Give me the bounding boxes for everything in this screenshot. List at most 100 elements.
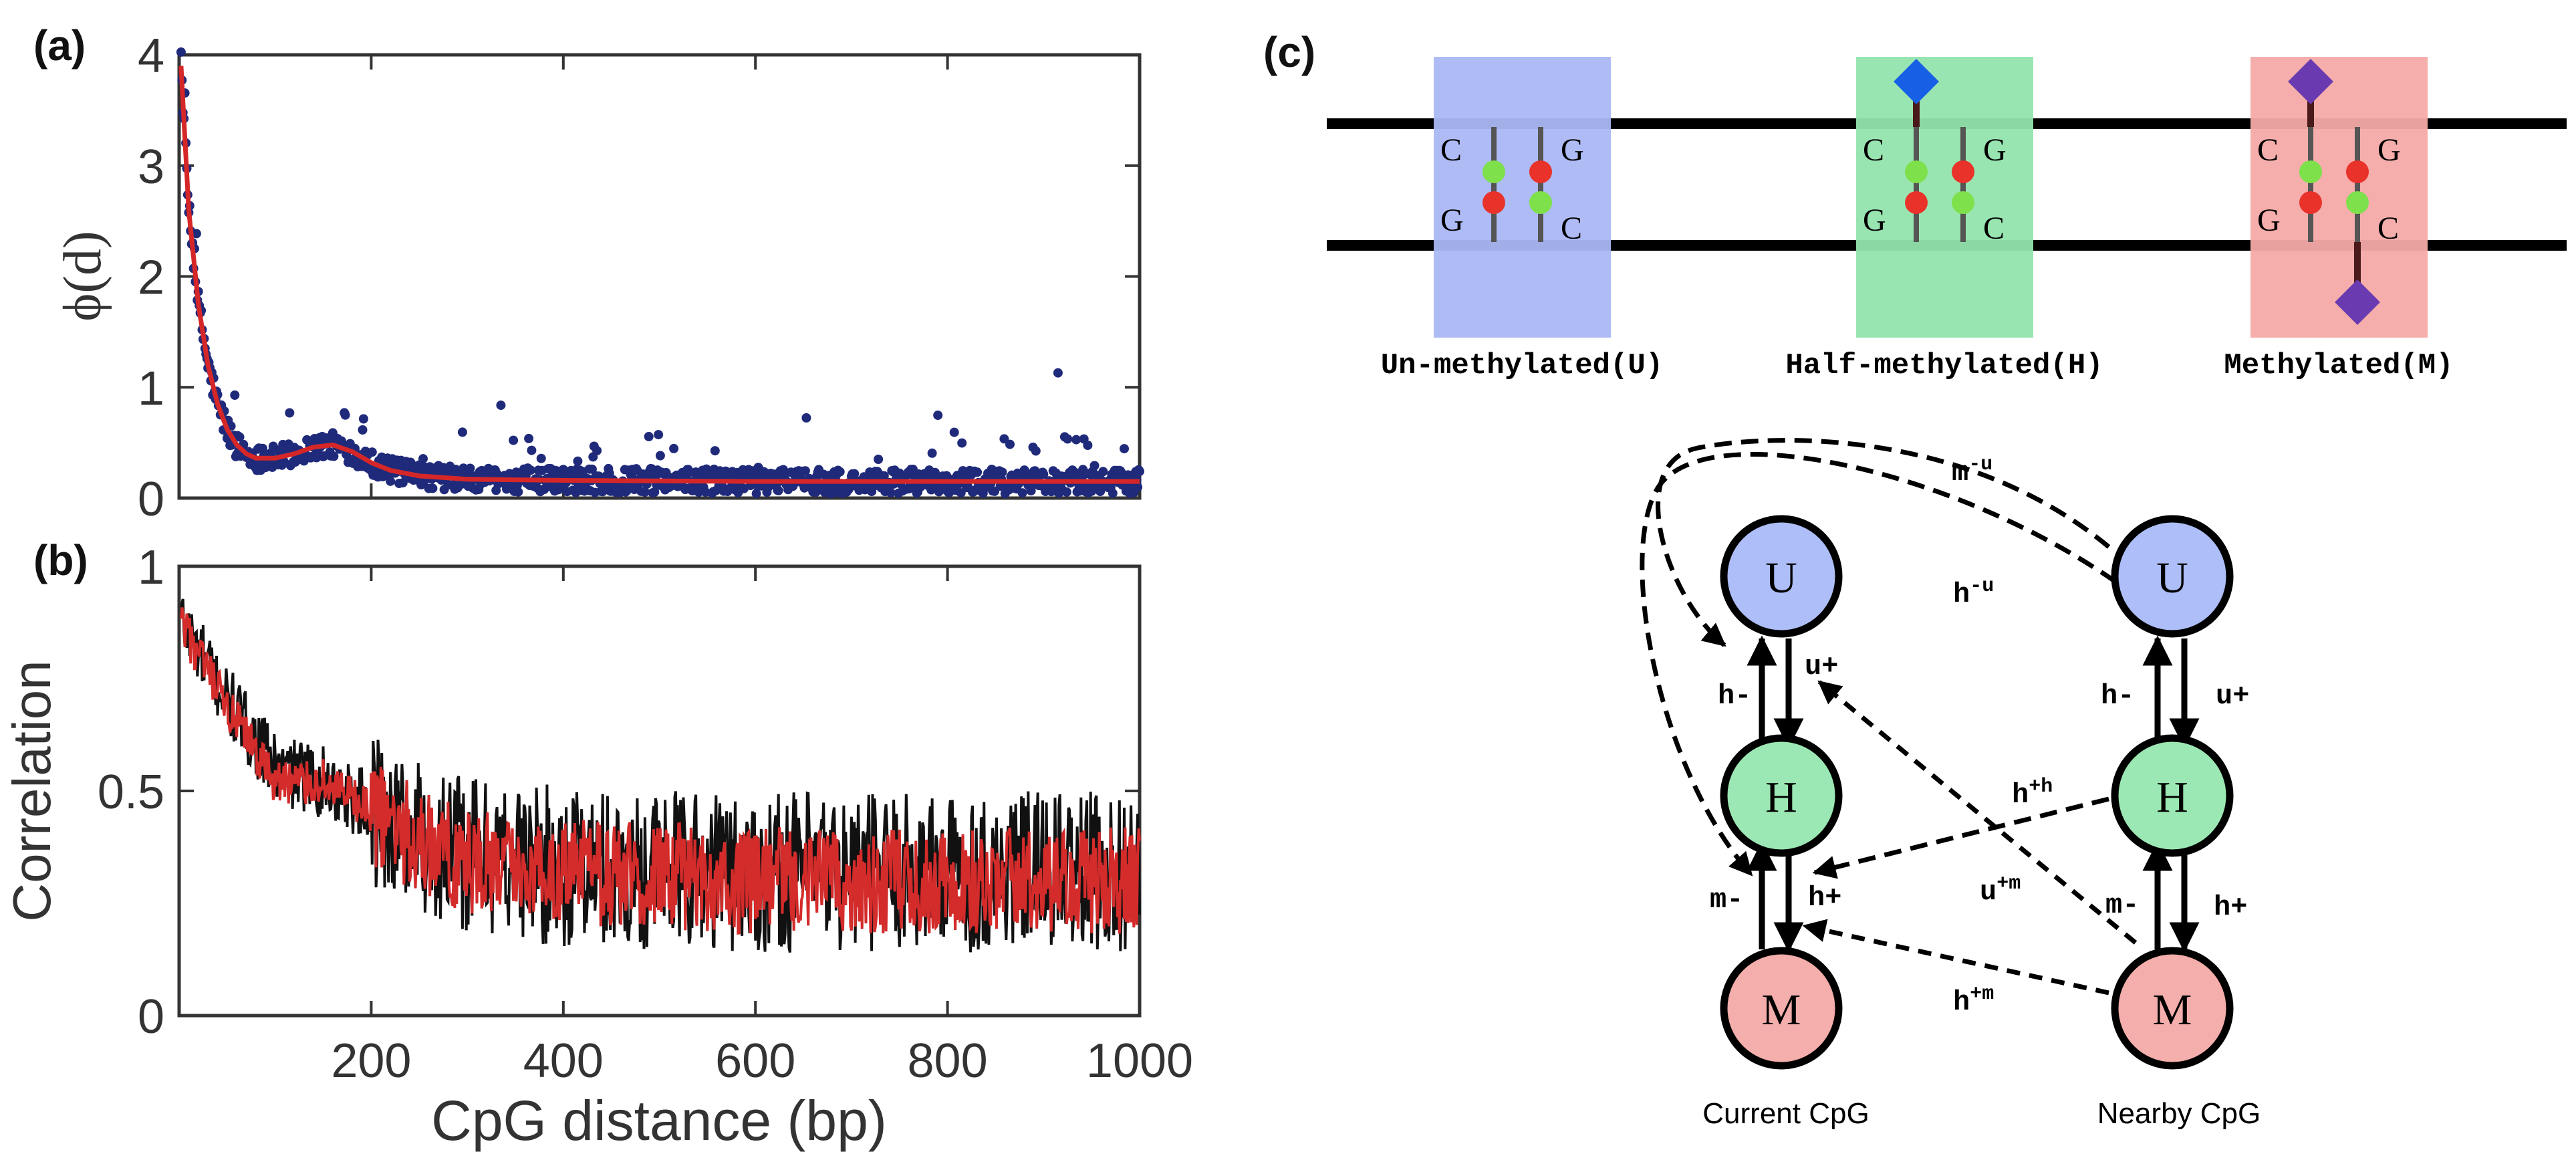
scatter-point [340, 410, 350, 420]
y-tick-label: 2 [138, 251, 164, 305]
node-nearby-u [2111, 515, 2234, 638]
node-current-m-label: M [1762, 985, 1801, 1034]
scatter-point [949, 427, 959, 437]
scatter-point [428, 483, 438, 493]
label-nearby-cpg: Nearby CpG [2097, 1097, 2261, 1130]
scatter-point [1039, 469, 1049, 479]
transition-graph: U H M U H M h- u+ m- h+ h- u+ m- h+ m-u … [1640, 438, 2261, 1130]
cpg-dot-red [1952, 160, 1974, 183]
cpg-dot-green [1952, 191, 1974, 214]
scatter-point [1089, 461, 1100, 471]
panel-label-c: (c) [1263, 28, 1315, 76]
scatter-point [513, 487, 523, 497]
cpg-dot-green [2346, 191, 2369, 214]
node-nearby-u-label: U [2156, 554, 2188, 602]
scatter-point [997, 467, 1007, 477]
scatter-point [386, 476, 396, 486]
scatter-point [650, 487, 660, 497]
x-tick-label: 400 [523, 1034, 604, 1088]
scatter-point [751, 489, 761, 499]
y-tick-label: 4 [138, 29, 164, 83]
rate-u-m: u+m [1980, 872, 2021, 908]
cpg-dot-green [1529, 191, 1552, 214]
scatter-point [285, 408, 295, 418]
base-c-label: C [1863, 132, 1884, 168]
node-current-h-label: H [1765, 773, 1797, 822]
scatter-point [573, 456, 583, 466]
scatter-point [655, 451, 665, 461]
y-tick-label: 1 [138, 362, 164, 415]
scatter-point [1133, 482, 1143, 492]
label-current-cpg: Current CpG [1702, 1097, 1869, 1130]
scatter-point [525, 465, 535, 475]
chart-a-ticks: 0 1 2 3 4 [138, 29, 1141, 526]
scatter-point [367, 447, 377, 457]
scatter-point [874, 455, 884, 464]
cpg-dot-red [1483, 191, 1505, 214]
rate-h-h: h+h [2012, 776, 2053, 811]
panel-label-a: (a) [33, 21, 86, 70]
cpg-dot-green [2299, 160, 2322, 183]
edge-h-m [1802, 919, 2109, 996]
scatter-point [1053, 368, 1063, 378]
base-c-label: C [1561, 211, 1582, 246]
chart-a-ylabel: ϕ(d) [53, 231, 112, 321]
scatter-point [527, 445, 537, 455]
scatter-point [1071, 435, 1081, 445]
x-tick-label: 1000 [1086, 1034, 1193, 1088]
scatter-point [235, 432, 245, 442]
scatter-point [191, 229, 201, 239]
scatter-point [850, 469, 860, 479]
x-axis-label: CpG distance (bp) [431, 1089, 887, 1152]
node-current-m [1720, 947, 1843, 1070]
rate-left-m-minus: m- [1710, 884, 1743, 916]
scatter-point [1096, 487, 1106, 497]
scatter-point [398, 478, 408, 488]
chart-a: 0 1 2 3 4 ϕ(d) [53, 29, 1144, 526]
scatter-point [1026, 486, 1036, 496]
chart-b-model-series [179, 607, 1141, 935]
scatter-point [835, 467, 845, 477]
scatter-point [973, 467, 983, 477]
scatter-point [933, 411, 943, 421]
methyl-group-diamond [1894, 59, 1939, 104]
scatter-point [418, 454, 428, 464]
scatter-point [465, 463, 475, 473]
node-nearby-m-label: M [2153, 985, 2192, 1034]
base-g-label: G [1440, 203, 1464, 238]
scatter-point [957, 438, 967, 448]
scatter-point [509, 435, 519, 445]
scatter-point [592, 446, 602, 455]
state-label: Un-methylated(U) [1381, 349, 1663, 382]
scatter-point [1070, 467, 1080, 477]
base-c-label: C [2257, 132, 2279, 168]
scatter-point [800, 466, 810, 476]
state-boxes: C GG CUn-methylated(U)C GG CHalf-methylated(… [1381, 57, 2454, 382]
scatter-point [1135, 467, 1144, 476]
scatter-point [457, 427, 467, 437]
base-c-label: C [2377, 211, 2399, 246]
scatter-point [524, 433, 534, 443]
chart-b-ylabel: Correlation [2, 660, 61, 921]
edge-h-u [1640, 451, 2117, 877]
rate-m-u: m-u [1952, 453, 1992, 489]
node-nearby-h-label: H [2156, 773, 2188, 822]
rate-right-u-plus: u+ [2216, 680, 2249, 712]
scatter-point [358, 414, 368, 424]
edge-h-h [1812, 796, 2109, 879]
scatter-point [1005, 439, 1015, 449]
rate-right-h-minus: h- [2101, 680, 2134, 712]
base-g-label: G [2377, 132, 2401, 168]
x-tick-label: 800 [908, 1034, 988, 1088]
scatter-point [536, 453, 546, 463]
y-tick-label: 0 [138, 990, 164, 1044]
base-g-label: G [1863, 203, 1886, 238]
scatter-point [669, 443, 679, 453]
state-label: Half-methylated(H) [1785, 349, 2103, 382]
methyl-group-diamond [2335, 279, 2380, 325]
rate-left-h-plus: h+ [1808, 882, 1841, 914]
node-current-u-label: U [1765, 554, 1797, 602]
rate-right-h-plus: h+ [2214, 891, 2247, 923]
plot-area-a [177, 53, 1142, 500]
state-box-background [2250, 57, 2428, 338]
